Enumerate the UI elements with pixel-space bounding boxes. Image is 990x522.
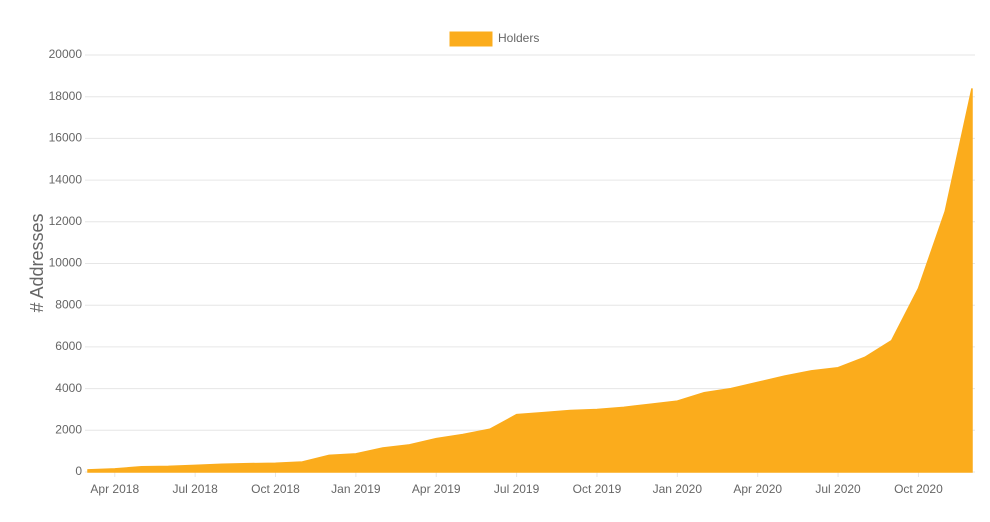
y-axis-label: # Addresses — [27, 213, 47, 312]
legend-label: Holders — [498, 31, 539, 45]
y-tick-label: 20000 — [49, 47, 83, 61]
x-tick-label: Jul 2019 — [494, 482, 540, 496]
x-tick-label: Jul 2018 — [172, 482, 218, 496]
y-tick-label: 10000 — [49, 256, 83, 270]
x-tick-label: Apr 2019 — [412, 482, 461, 496]
y-tick-label: 14000 — [49, 172, 83, 186]
x-tick-label: Apr 2020 — [733, 482, 782, 496]
x-tick-label: Jul 2020 — [815, 482, 861, 496]
x-tick-label: Oct 2020 — [894, 482, 943, 496]
y-tick-label: 16000 — [49, 131, 83, 145]
y-tick-label: 2000 — [55, 422, 82, 436]
x-tick-label: Oct 2019 — [573, 482, 622, 496]
y-tick-label: 0 — [75, 464, 82, 478]
x-tick-label: Jan 2020 — [653, 482, 703, 496]
y-tick-label: 6000 — [55, 339, 82, 353]
x-tick-label: Jan 2019 — [331, 482, 381, 496]
y-tick-label: 12000 — [49, 214, 83, 228]
x-tick-label: Apr 2018 — [90, 482, 139, 496]
legend-swatch — [449, 31, 493, 47]
y-tick-label: 4000 — [55, 381, 82, 395]
y-tick-label: 18000 — [49, 89, 83, 103]
x-tick-label: Oct 2018 — [251, 482, 300, 496]
area — [87, 88, 973, 473]
y-tick-label: 8000 — [55, 297, 82, 311]
